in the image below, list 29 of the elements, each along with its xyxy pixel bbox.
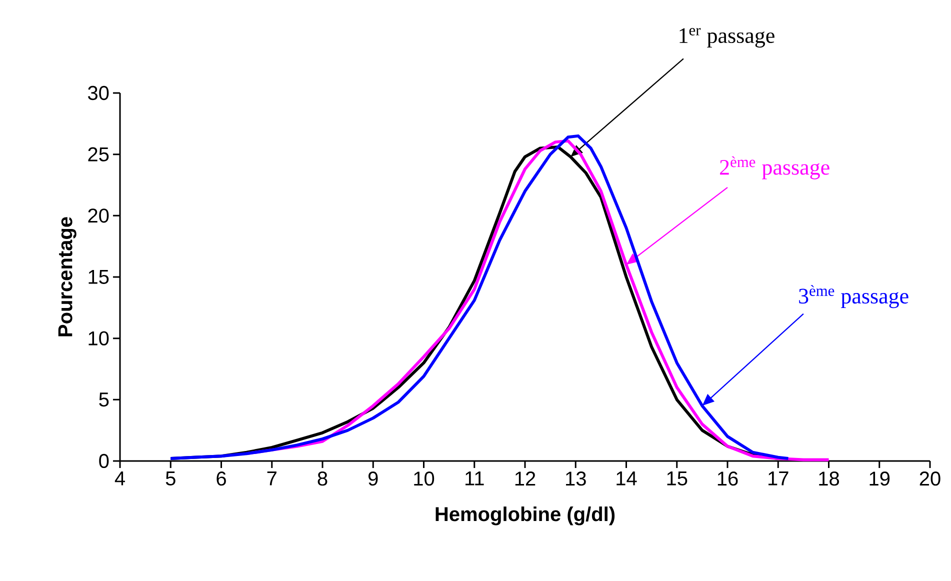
x-tick-label: 12 bbox=[515, 472, 536, 486]
x-tick-label: 16 bbox=[718, 472, 738, 486]
x-tick-label: 20 bbox=[920, 472, 940, 486]
x-tick-label: 18 bbox=[819, 472, 839, 486]
y-tick-label: 0 bbox=[99, 454, 109, 468]
y-tick-label: 30 bbox=[88, 86, 109, 100]
text: 1$^{er}$ passage bbox=[680, 28, 774, 48]
x-axis-title: Hemoglobine (g/dl) bbox=[436, 506, 615, 526]
x-tick-label: 6 bbox=[216, 472, 226, 486]
y-tick-label: 5 bbox=[99, 392, 109, 407]
text: 3$^{ème}$ passage bbox=[799, 285, 908, 308]
x-tick-label: 10 bbox=[414, 472, 434, 486]
y-axis-title: Pourcentage bbox=[58, 217, 76, 336]
x-tick-label: 7 bbox=[267, 472, 276, 486]
x-tick-label: 11 bbox=[466, 472, 484, 486]
text: 2$^{ème}$ passage bbox=[720, 156, 830, 180]
x-tick-label: 17 bbox=[768, 472, 788, 486]
y-tick-label: 10 bbox=[88, 331, 109, 346]
x-tick-label: 15 bbox=[667, 472, 688, 486]
x-tick-label: 14 bbox=[616, 472, 637, 486]
x-tick-label: 5 bbox=[166, 472, 176, 486]
x-tick-label: 13 bbox=[566, 472, 586, 486]
y-tick-label: 25 bbox=[88, 147, 109, 162]
x-tick-label: 8 bbox=[318, 472, 328, 486]
y-tick-label: 20 bbox=[88, 208, 109, 223]
x-tick-label: 4 bbox=[114, 472, 125, 486]
y-tick-label: 15 bbox=[88, 270, 109, 284]
x-tick-label: 9 bbox=[368, 472, 378, 486]
x-tick-label: 19 bbox=[870, 472, 890, 486]
